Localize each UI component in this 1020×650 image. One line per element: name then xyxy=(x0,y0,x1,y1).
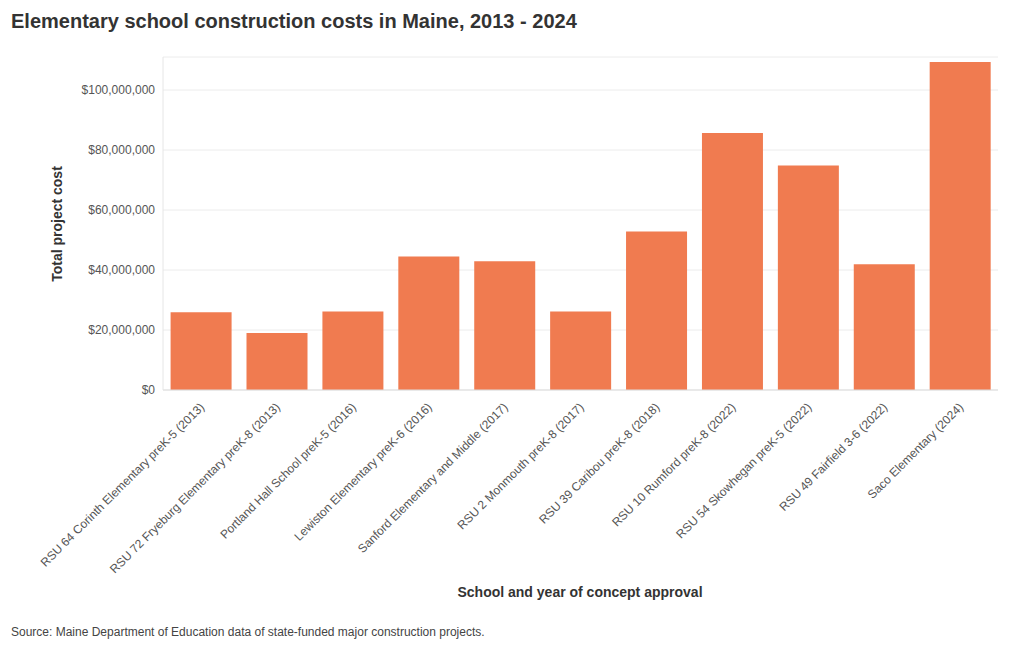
svg-text:$0: $0 xyxy=(142,383,156,397)
svg-text:$20,000,000: $20,000,000 xyxy=(88,323,155,337)
html-text:School and year of concept app: School and year of concept approval xyxy=(457,584,703,600)
svg-text:Sanford Elementary and Middle: Sanford Elementary and Middle (2017) xyxy=(355,400,511,556)
svg-text:$100,000,000: $100,000,000 xyxy=(82,83,156,97)
svg-text:RSU 64 Corinth Elementary preK: RSU 64 Corinth Elementary preK-5 (2013) xyxy=(38,400,207,569)
svg-text:Saco Elementary (2024): Saco Elementary (2024) xyxy=(865,400,966,501)
html-text:Total project cost: Total project cost xyxy=(49,166,65,282)
html-text:Source: Maine Department of Ed: Source: Maine Department of Education da… xyxy=(11,625,485,639)
svg-text:$60,000,000: $60,000,000 xyxy=(88,203,155,217)
svg-text:RSU 54 Skowhegan preK-5 (2022): RSU 54 Skowhegan preK-5 (2022) xyxy=(673,400,814,541)
svg-text:$80,000,000: $80,000,000 xyxy=(88,143,155,157)
svg-text:$40,000,000: $40,000,000 xyxy=(88,263,155,277)
svg-text:Portland Hall School preK-5 (2: Portland Hall School preK-5 (2016) xyxy=(217,400,358,541)
svg-text:RSU 72 Fryeburg Elementary pre: RSU 72 Fryeburg Elementary preK-8 (2013) xyxy=(107,400,283,576)
svg-text:RSU 10 Rumford preK-8 (2022): RSU 10 Rumford preK-8 (2022) xyxy=(609,400,738,529)
html-text:Elementary school construction: Elementary school construction costs in … xyxy=(11,10,577,32)
svg-text:RSU 2 Monmouth preK-8 (2017): RSU 2 Monmouth preK-8 (2017) xyxy=(455,400,587,532)
svg-text:RSU 49 Fairfield 3-6 (2022): RSU 49 Fairfield 3-6 (2022) xyxy=(776,400,891,514)
svg-text:Lewiston Elementary preK-6 (20: Lewiston Elementary preK-6 (2016) xyxy=(291,400,434,543)
svg-text:RSU 39 Caribou preK-8 (2018): RSU 39 Caribou preK-8 (2018) xyxy=(536,400,662,526)
